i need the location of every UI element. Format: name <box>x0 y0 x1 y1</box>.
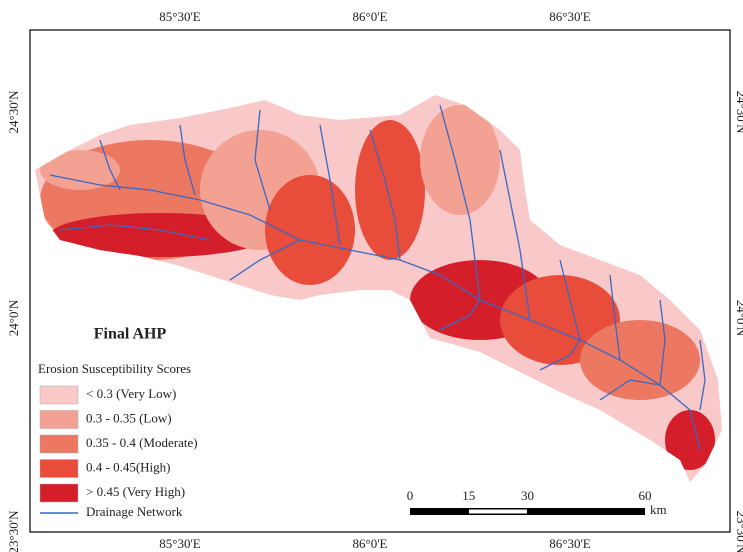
drainage-network <box>49 104 706 451</box>
scale-label: 15 <box>462 488 475 503</box>
scale-label: 30 <box>521 488 534 503</box>
legend-swatch <box>39 385 79 405</box>
scale-bar <box>410 508 645 515</box>
scale-unit: km <box>650 502 667 517</box>
legend-label: > 0.45 (Very High) <box>86 484 185 499</box>
latitude-label: 23°30'N <box>734 511 743 552</box>
longitude-label: 86°0'E <box>353 536 388 551</box>
scale-bar-segment <box>469 509 527 514</box>
basin <box>35 95 722 482</box>
legend-title: Final AHP <box>94 326 167 343</box>
legend-label: < 0.3 (Very Low) <box>86 386 176 401</box>
legend-label: 0.3 - 0.35 (Low) <box>86 410 172 425</box>
map-frame <box>29 29 731 533</box>
legend-subtitle: Erosion Susceptibility Scores <box>38 361 191 376</box>
latitude-label: 24°0'N <box>6 299 21 336</box>
legend-swatch <box>39 459 79 478</box>
legend-swatch <box>39 410 79 429</box>
latitude-label: 23°30'N <box>6 510 21 552</box>
longitude-label: 86°30'E <box>549 9 591 24</box>
legend-drainage-label: Drainage Network <box>86 504 183 519</box>
scale-label: 60 <box>639 488 652 503</box>
longitude-label: 85°30'E <box>159 9 201 24</box>
longitude-label: 85°30'E <box>159 536 201 551</box>
latitude-label: 24°0'N <box>734 300 743 337</box>
longitude-label: 86°0'E <box>353 9 388 24</box>
scale-label: 0 <box>407 488 414 503</box>
latitude-label: 24°30'N <box>734 91 743 135</box>
legend-swatch <box>39 434 79 454</box>
latitude-label: 24°30'N <box>6 90 21 134</box>
legend-label: 0.4 - 0.45(High) <box>86 459 171 474</box>
legend-swatch <box>39 483 79 503</box>
legend-label: 0.35 - 0.4 (Moderate) <box>86 435 198 450</box>
longitude-label: 86°30'E <box>549 536 591 551</box>
